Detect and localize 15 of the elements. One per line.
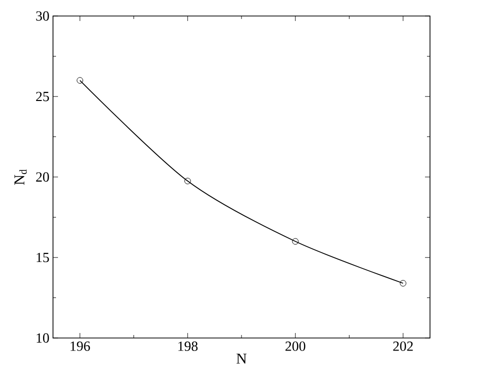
y-axis-title: N$_{d}$	[14, 169, 27, 185]
x-axis-title: N	[236, 354, 247, 364]
x-tick-label: 196	[70, 342, 90, 351]
y-tick-label: 15	[36, 252, 49, 262]
y-tick-label: 10	[36, 333, 49, 343]
x-tick-label: 202	[393, 342, 413, 351]
y-tick-label: 30	[36, 11, 49, 21]
point	[400, 280, 406, 286]
point	[292, 238, 299, 245]
y-tick-label: 20	[36, 172, 49, 182]
point	[76, 77, 84, 84]
x-tick-label: 198	[178, 342, 198, 351]
point	[184, 178, 191, 184]
x-tick-label: 200	[286, 342, 306, 351]
y-tick-label: 25	[36, 92, 49, 102]
